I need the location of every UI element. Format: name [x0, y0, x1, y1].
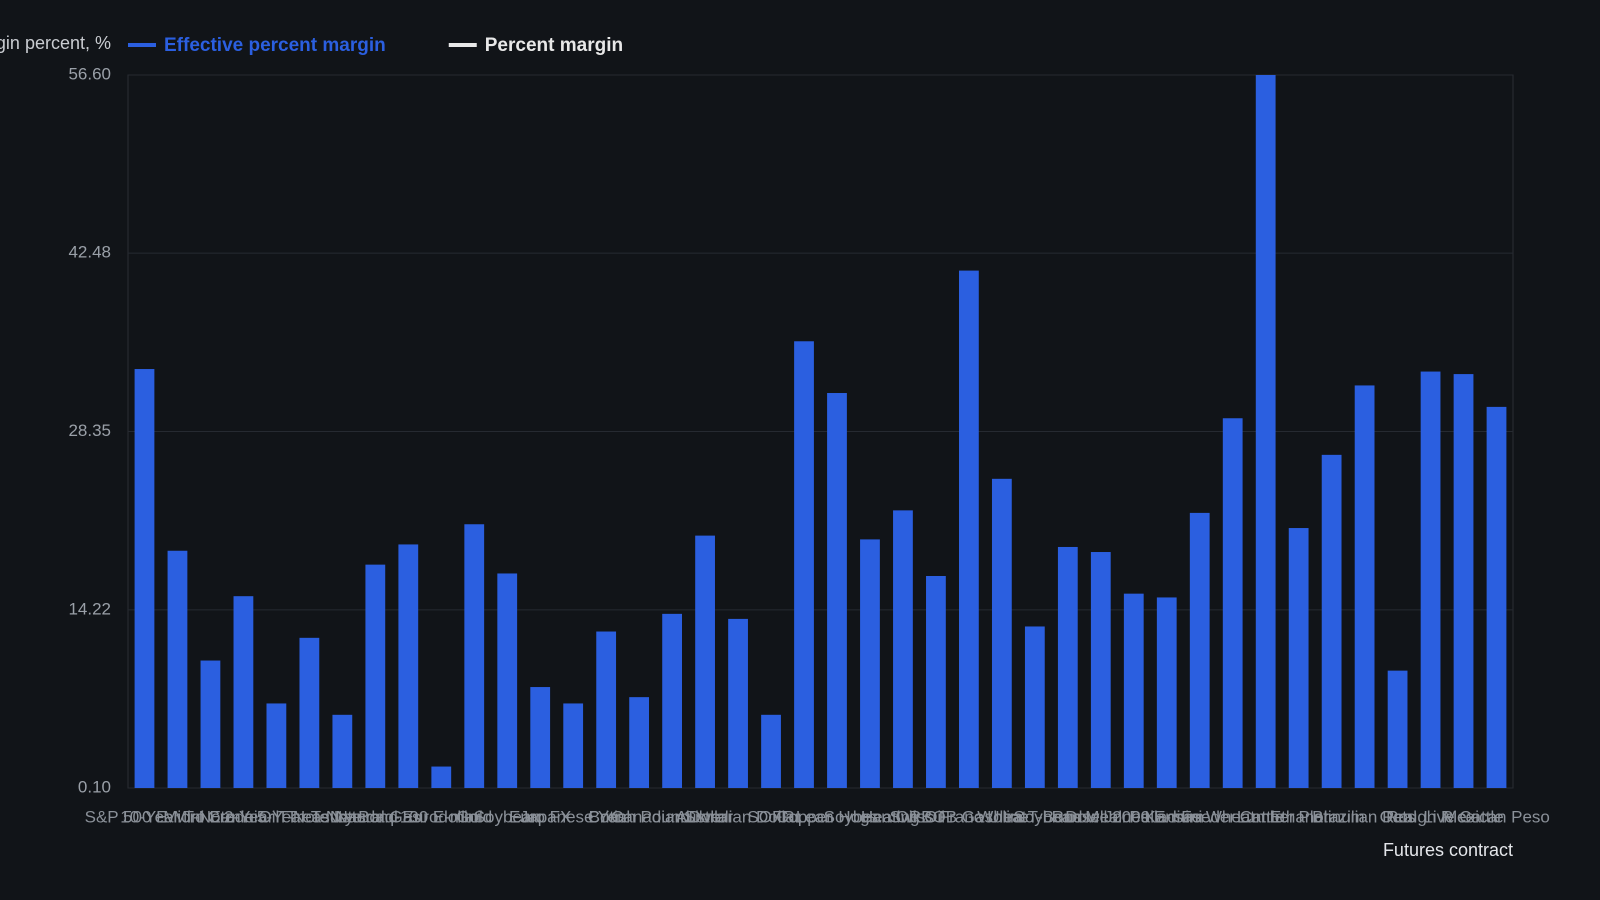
x-axis-title: Futures contract [1383, 840, 1513, 860]
bar [860, 539, 880, 788]
bar [1222, 418, 1243, 788]
bar [629, 697, 650, 788]
x-tick-label: Lumber [1237, 807, 1295, 826]
x-tick-label: Oats [1380, 807, 1416, 826]
bar [959, 270, 979, 788]
x-tick-label: Natural Gas [330, 807, 421, 826]
x-tick-label: Euro FX [509, 807, 571, 826]
bar [1387, 670, 1408, 788]
x-tick-label: Australian Dollar [676, 807, 801, 826]
x-tick-label: Copper [776, 807, 832, 826]
bar [1321, 454, 1342, 788]
x-tick-label: Eurodollar [403, 807, 481, 826]
legend-label: Effective percent margin [164, 35, 386, 56]
bar [794, 341, 814, 788]
x-tick-label: Soybean Meal [1013, 807, 1122, 826]
x-tick-label: Heating Oil [861, 807, 945, 826]
bar [991, 478, 1012, 788]
bar [266, 703, 287, 788]
legend-label: Percent margin [485, 35, 623, 56]
x-tick-label: Treasury Bond [287, 807, 398, 826]
x-tick-label: Mexican Peso [1443, 807, 1550, 826]
x-tick-label: SOFR [747, 807, 794, 826]
bar [464, 524, 485, 788]
x-tick-label: 10-Year T-Note [120, 807, 234, 826]
x-tick-label: Brazilian Real [1312, 807, 1417, 826]
x-tick-label: S&P 500 E-Mini [85, 807, 205, 826]
bar [431, 766, 452, 788]
bar [1024, 626, 1045, 788]
bar [563, 703, 584, 788]
x-tick-label: Soybean Oil [824, 807, 917, 826]
bar [398, 544, 419, 788]
bar [893, 510, 913, 788]
x-tick-label: Live Cattle [1423, 807, 1503, 826]
x-tick-label: 2-Year T-Note [224, 807, 329, 826]
bar [530, 687, 551, 788]
x-tick-label: Palladium [1129, 807, 1204, 826]
x-tick-label: Gold [456, 807, 492, 826]
y-tick-label: 42.48 [68, 243, 111, 262]
bar [1189, 512, 1210, 788]
bar [233, 596, 254, 788]
x-tick-label: Ethanol [1270, 807, 1328, 826]
x-tick-label: Russell 2000 [1052, 807, 1150, 826]
bar [200, 660, 221, 788]
bar [695, 535, 715, 788]
y-tick-label: 14.22 [68, 599, 111, 618]
bar [1288, 528, 1309, 788]
x-tick-label: Ultra T-Bond [987, 807, 1082, 826]
bar [1156, 597, 1177, 788]
bar [728, 618, 748, 788]
bar [662, 613, 682, 788]
bar [332, 714, 353, 788]
bar [134, 369, 155, 788]
bar [365, 564, 386, 788]
y-tick-label: 28.35 [68, 421, 111, 440]
bar [596, 631, 617, 788]
x-tick-label: Micro E-mini [163, 807, 257, 826]
bar [1354, 385, 1375, 788]
bar [761, 714, 781, 788]
x-tick-label: Wheat [977, 807, 1026, 826]
bar [827, 393, 847, 788]
bar [167, 550, 188, 788]
bar [1420, 371, 1441, 788]
bar [926, 575, 946, 788]
bar [497, 573, 518, 788]
x-tick-label: Canadian Dollar [611, 807, 733, 826]
x-tick-label: RBOB Gasoline [909, 807, 1029, 826]
y-tick-label: 0.10 [78, 777, 111, 796]
bar [1123, 593, 1144, 788]
x-tick-label: 5-Year T-Note [257, 807, 362, 826]
x-tick-label: Kansas Wheat [1144, 807, 1255, 826]
y-tick-label: 56.60 [68, 64, 111, 83]
x-tick-label: Corn [588, 807, 625, 826]
x-tick-label: Platinum [1299, 807, 1365, 826]
bar [1486, 406, 1507, 788]
x-tick-label: Dow Jones E-mini [1065, 807, 1202, 826]
bar [1057, 546, 1078, 788]
y-axis-title: Margin percent, % [0, 33, 111, 53]
bar [1255, 75, 1276, 788]
bar [1090, 552, 1111, 788]
x-tick-label: British Pound [589, 807, 690, 826]
x-tick-label: Crude Oil [208, 807, 280, 826]
bar [299, 637, 320, 788]
x-tick-label: Lean Hogs [796, 807, 878, 826]
bar [1453, 374, 1474, 788]
x-tick-label: Nasdaq-100 E-mini [336, 807, 482, 826]
x-tick-label: Feeder Cattle [1181, 807, 1284, 826]
x-tick-label: Soybean [474, 807, 541, 826]
x-tick-label: Japanese Yen [520, 807, 627, 826]
x-tick-label: Rough Rice [1386, 807, 1475, 826]
x-tick-label: Silver [684, 807, 727, 826]
x-tick-label: Swiss Franc [890, 807, 983, 826]
